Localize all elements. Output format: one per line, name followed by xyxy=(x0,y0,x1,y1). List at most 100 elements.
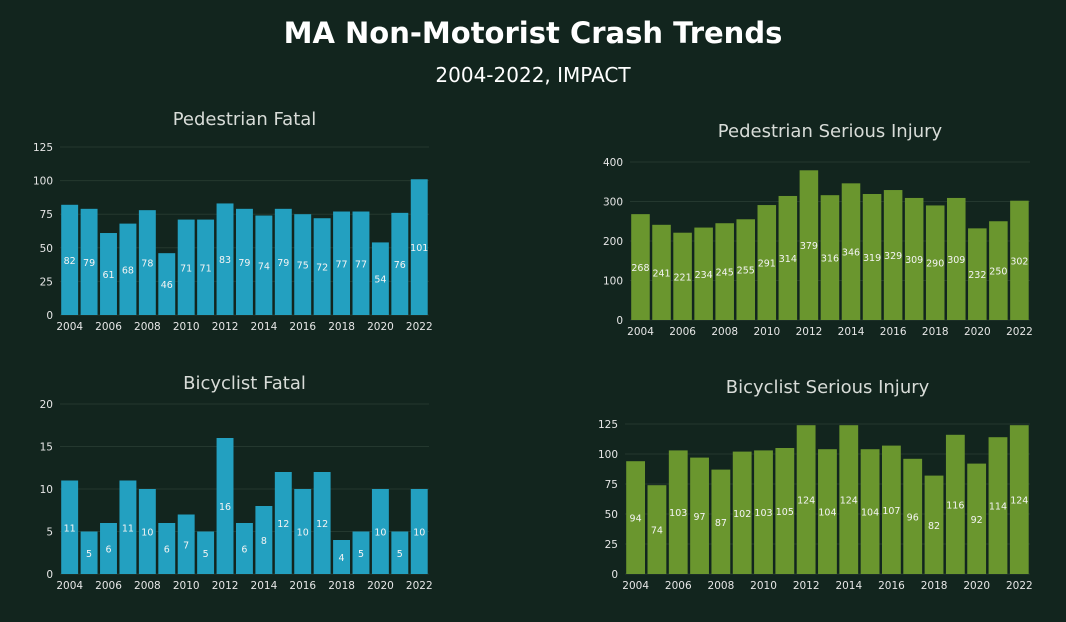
bicyclist-fatal-data-label: 10 xyxy=(297,528,309,539)
pedestrian-serious-injury-bar-2022 xyxy=(1010,200,1029,320)
bicyclist-serious-injury-y-tick-label: 50 xyxy=(605,509,618,521)
bicyclist-serious-injury-data-label: 107 xyxy=(882,506,900,517)
bicyclist-serious-injury-bar-2004 xyxy=(626,461,646,574)
pedestrian-serious-injury-bar-2009 xyxy=(736,219,756,320)
pedestrian-serious-injury-x-tick-label: 2016 xyxy=(880,326,907,338)
pedestrian-fatal-bar-2017 xyxy=(313,218,331,315)
bicyclist-serious-injury-x-tick-label: 2016 xyxy=(878,580,905,592)
pedestrian-fatal-data-label: 68 xyxy=(122,265,134,276)
pedestrian-serious-injury-data-label: 319 xyxy=(863,253,881,264)
bicyclist-fatal-x-tick-label: 2014 xyxy=(251,580,278,592)
pedestrian-fatal-bar-2021 xyxy=(391,212,409,315)
bicyclist-serious-injury-bar-2009 xyxy=(732,451,752,574)
bicyclist-serious-injury-x-tick-label: 2006 xyxy=(665,580,692,592)
pedestrian-serious-injury-bar-2004 xyxy=(631,214,650,320)
bicyclist-fatal-data-label: 6 xyxy=(105,545,111,556)
pedestrian-serious-injury-bar-2011 xyxy=(778,195,798,320)
bicyclist-serious-injury-x-tick-label: 2012 xyxy=(793,580,820,592)
bicyclist-serious-injury-y-tick-label: 25 xyxy=(605,539,618,551)
bicyclist-fatal-data-label: 10 xyxy=(413,528,425,539)
bicyclist-serious-injury-x-tick-label: 2014 xyxy=(835,580,862,592)
pedestrian-serious-injury-data-label: 290 xyxy=(926,259,944,270)
pedestrian-fatal-bar-2006 xyxy=(100,233,117,315)
pedestrian-serious-injury-data-label: 255 xyxy=(737,266,755,277)
pedestrian-fatal-data-label: 77 xyxy=(336,259,348,270)
bicyclist-fatal-bar-2020 xyxy=(371,489,389,574)
bicyclist-serious-injury-x-tick-label: 2018 xyxy=(921,580,948,592)
pedestrian-serious-injury-x-tick-label: 2018 xyxy=(922,326,949,338)
pedestrian-serious-injury-bar-2014 xyxy=(841,183,861,320)
pedestrian-fatal-data-label: 46 xyxy=(161,280,173,291)
bicyclist-fatal-bar-2007 xyxy=(119,480,137,574)
pedestrian-fatal-y-tick-label: 0 xyxy=(46,310,53,322)
pedestrian-serious-injury-bar-2010 xyxy=(757,205,777,320)
pedestrian-serious-injury-x-tick-label: 2004 xyxy=(627,326,654,338)
pedestrian-serious-injury-data-label: 221 xyxy=(674,272,692,283)
pedestrian-serious-injury-x-tick-label: 2010 xyxy=(753,326,780,338)
pedestrian-fatal-data-label: 83 xyxy=(219,255,231,266)
bicyclist-serious-injury-bar-2014 xyxy=(839,425,859,574)
pedestrian-fatal-data-label: 71 xyxy=(200,263,212,274)
pedestrian-fatal-data-label: 79 xyxy=(83,258,95,269)
bicyclist-serious-injury-data-label: 103 xyxy=(754,508,772,519)
bicyclist-fatal-bar-2017 xyxy=(313,472,331,574)
bicyclist-serious-injury-data-label: 104 xyxy=(818,508,836,519)
pedestrian-serious-injury-data-label: 241 xyxy=(652,268,670,279)
bicyclist-fatal-bar-2018 xyxy=(333,540,351,574)
bicyclist-serious-injury-bar-2019 xyxy=(945,434,965,574)
bicyclist-fatal-bar-2004 xyxy=(61,480,79,574)
pedestrian-serious-injury-data-label: 268 xyxy=(631,263,649,274)
pedestrian-fatal-y-tick-label: 125 xyxy=(33,142,53,154)
pedestrian-serious-injury-data-label: 314 xyxy=(779,254,797,265)
pedestrian-serious-injury-bar-2018 xyxy=(925,205,945,320)
bicyclist-serious-injury-data-label: 124 xyxy=(1010,496,1028,507)
pedestrian-fatal-data-label: 72 xyxy=(316,263,328,274)
pedestrian-fatal-bar-2005 xyxy=(80,208,98,315)
pedestrian-fatal-y-tick-label: 100 xyxy=(33,176,53,188)
bicyclist-serious-injury-data-label: 124 xyxy=(797,496,815,507)
pedestrian-serious-injury-y-tick-label: 300 xyxy=(603,197,623,209)
bicyclist-fatal-bar-2006 xyxy=(100,523,117,574)
bicyclist-serious-injury-bar-2017 xyxy=(903,458,923,574)
bicyclist-serious-injury-bar-2005 xyxy=(647,485,667,574)
pedestrian-serious-injury-bar-2007 xyxy=(694,227,713,320)
page-title: MA Non-Motorist Crash Trends xyxy=(283,16,783,50)
pedestrian-serious-injury-data-label: 379 xyxy=(800,241,818,252)
bicyclist-serious-injury-data-label: 96 xyxy=(907,512,919,523)
pedestrian-fatal-x-tick-label: 2006 xyxy=(95,321,122,333)
pedestrian-fatal-data-label: 61 xyxy=(102,270,114,281)
pedestrian-fatal-x-tick-label: 2020 xyxy=(367,321,394,333)
pedestrian-fatal-bar-2008 xyxy=(138,210,156,315)
pedestrian-fatal-data-label: 101 xyxy=(410,243,428,254)
pedestrian-fatal-x-tick-label: 2004 xyxy=(56,321,83,333)
pedestrian-serious-injury-bar-2006 xyxy=(673,232,692,320)
bicyclist-fatal-data-label: 6 xyxy=(241,545,247,556)
bicyclist-fatal-data-label: 10 xyxy=(374,528,386,539)
bicyclist-serious-injury-data-label: 87 xyxy=(715,518,727,529)
bicyclist-fatal-bar-2022 xyxy=(410,489,428,574)
bicyclist-serious-injury-data-label: 124 xyxy=(840,496,858,507)
bicyclist-fatal-x-tick-label: 2008 xyxy=(134,580,161,592)
pedestrian-serious-injury-bar-2017 xyxy=(904,197,924,320)
pedestrian-fatal-bar-2013 xyxy=(235,208,253,315)
bicyclist-serious-injury-bar-2010 xyxy=(754,450,773,574)
pedestrian-serious-injury-data-label: 309 xyxy=(947,255,965,266)
pedestrian-serious-injury-data-label: 250 xyxy=(989,267,1007,278)
bicyclist-serious-injury-bar-2011 xyxy=(775,448,795,574)
bicyclist-serious-injury-data-label: 114 xyxy=(989,502,1007,513)
bicyclist-fatal-bar-2008 xyxy=(138,489,156,574)
pedestrian-serious-injury-bar-2016 xyxy=(883,190,903,320)
bicyclist-fatal-x-tick-label: 2016 xyxy=(289,580,316,592)
pedestrian-fatal-bar-2004 xyxy=(61,204,79,315)
pedestrian-fatal-data-label: 71 xyxy=(180,263,192,274)
pedestrian-fatal-title: Pedestrian Fatal xyxy=(173,109,317,130)
bicyclist-fatal-bar-2011 xyxy=(197,531,215,574)
bicyclist-serious-injury-bar-2007 xyxy=(690,457,709,574)
pedestrian-serious-injury-y-tick-label: 200 xyxy=(603,236,623,248)
bicyclist-fatal-data-label: 5 xyxy=(86,549,92,560)
bicyclist-serious-injury-bar-2021 xyxy=(988,437,1008,574)
bicyclist-fatal-x-tick-label: 2020 xyxy=(367,580,394,592)
pedestrian-fatal-data-label: 79 xyxy=(277,258,289,269)
bicyclist-fatal-bar-2021 xyxy=(391,531,409,574)
bicyclist-fatal-data-label: 12 xyxy=(277,519,289,530)
